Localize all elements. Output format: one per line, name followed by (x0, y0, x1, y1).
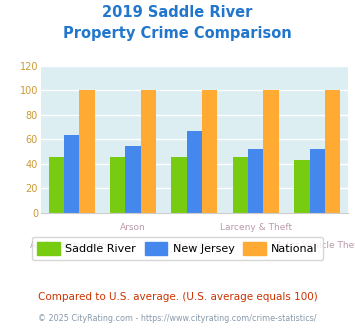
Bar (79, 90, 94, 213)
Bar (141, 90, 156, 213)
Text: Motor Vehicle Theft: Motor Vehicle Theft (273, 241, 355, 250)
Text: Larceny & Theft: Larceny & Theft (220, 223, 292, 232)
Text: All Property Crime: All Property Crime (30, 241, 113, 250)
Bar (187, 131, 202, 213)
Bar (325, 90, 340, 213)
Bar (110, 156, 125, 213)
Bar (125, 146, 141, 213)
Text: Arson: Arson (120, 223, 146, 232)
Text: Compared to U.S. average. (U.S. average equals 100): Compared to U.S. average. (U.S. average … (38, 292, 317, 302)
Bar (171, 156, 187, 213)
Legend: Saddle River, New Jersey, National: Saddle River, New Jersey, National (32, 237, 323, 260)
Bar (310, 149, 325, 213)
Bar (248, 149, 263, 213)
Bar (202, 90, 217, 213)
Bar (64, 135, 79, 213)
Bar (233, 156, 248, 213)
Text: © 2025 CityRating.com - https://www.cityrating.com/crime-statistics/: © 2025 CityRating.com - https://www.city… (38, 314, 317, 323)
Bar (263, 90, 279, 213)
Text: Burglary: Burglary (175, 241, 214, 250)
Bar (294, 160, 310, 213)
Bar (49, 156, 64, 213)
Text: 2019 Saddle River: 2019 Saddle River (102, 5, 253, 20)
Text: Property Crime Comparison: Property Crime Comparison (63, 26, 292, 41)
